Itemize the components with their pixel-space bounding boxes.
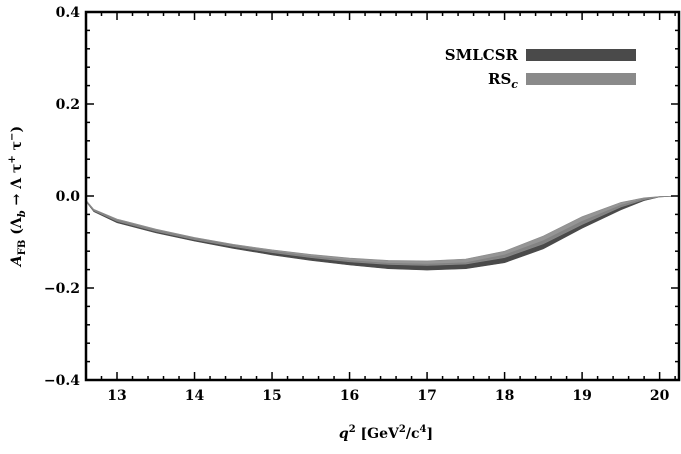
series-bands bbox=[85, 195, 680, 271]
y-tick-label: 0.0 bbox=[56, 189, 81, 205]
y-tick-label: −0.4 bbox=[44, 373, 80, 389]
legend: SMLCSR RSc bbox=[445, 46, 636, 91]
axis-tick-labels: 13 14 15 16 17 18 19 20 −0.4 −0.2 0.0 0.2 0.4 bbox=[44, 5, 670, 404]
legend-label-0: SMLCSR bbox=[445, 46, 519, 64]
legend-label-1: RSc bbox=[488, 70, 518, 91]
series-band-1 bbox=[85, 195, 680, 266]
x-axis-label: q2 [GeV2/c4] bbox=[339, 424, 433, 442]
x-tick-label: 20 bbox=[650, 388, 670, 404]
y-axis-label: AFB (Λb → Λ τ+ τ−) bbox=[7, 126, 28, 268]
x-tick-label: 18 bbox=[495, 388, 514, 404]
legend-swatch-1 bbox=[526, 73, 636, 85]
x-tick-label: 15 bbox=[262, 388, 281, 404]
y-tick-label: −0.2 bbox=[44, 281, 80, 297]
x-tick-label: 16 bbox=[340, 388, 359, 404]
y-tick-label: 0.2 bbox=[56, 97, 80, 113]
y-tick-label: 0.4 bbox=[56, 5, 81, 21]
axis-ticks bbox=[85, 11, 679, 381]
legend-swatch-0 bbox=[526, 49, 636, 61]
x-tick-label: 14 bbox=[185, 388, 205, 404]
x-tick-label: 19 bbox=[572, 388, 591, 404]
x-tick-label: 17 bbox=[417, 388, 436, 404]
x-tick-label: 13 bbox=[107, 388, 126, 404]
plot-frame bbox=[84, 10, 681, 382]
